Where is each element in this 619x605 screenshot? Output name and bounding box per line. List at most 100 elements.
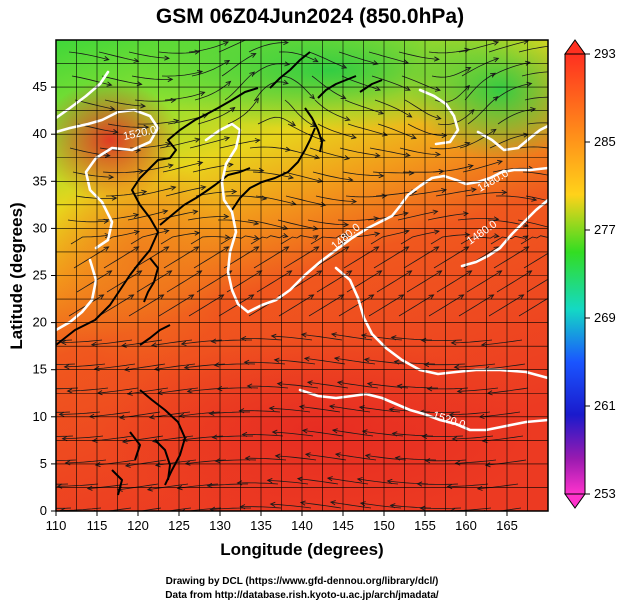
streamline-arrow: [331, 428, 338, 434]
streamline-arrow: [398, 294, 405, 300]
coastline: [269, 51, 311, 89]
streamline: [125, 459, 167, 467]
streamline-arrow: [136, 81, 143, 87]
streamline-arrow: [126, 390, 133, 396]
streamline-arrow: [246, 383, 253, 389]
streamline: [227, 98, 259, 125]
streamline-arrow: [284, 61, 291, 67]
streamline-arrow: [33, 434, 38, 438]
streamline-arrow: [373, 246, 380, 252]
streamline: [308, 51, 347, 69]
streamline-arrow: [273, 357, 280, 363]
height-contour: [460, 198, 548, 268]
streamline: [257, 116, 296, 126]
streamline: [285, 195, 326, 206]
streamline: [460, 235, 499, 245]
streamline: [496, 270, 532, 293]
streamline-arrow: [518, 294, 525, 300]
streamline: [368, 294, 404, 317]
streamline-arrow: [463, 246, 470, 252]
streamline: [317, 123, 356, 139]
streamline: [488, 294, 524, 317]
coastline: [304, 107, 323, 153]
streamline-arrow: [470, 187, 477, 193]
streamline: [457, 218, 499, 221]
streamline-arrow: [403, 246, 410, 252]
streamline: [305, 453, 347, 461]
streamline: [345, 195, 387, 198]
streamline-arrow: [103, 246, 110, 252]
streamline-arrow: [453, 364, 460, 370]
streamline: [497, 108, 536, 125]
streamline: [518, 45, 548, 53]
streamline-arrow: [150, 342, 157, 348]
streamline-arrow: [344, 116, 351, 122]
streamline-arrow: [490, 128, 497, 134]
streamline: [447, 483, 489, 487]
streamline-arrow: [250, 53, 257, 58]
streamline-arrow: [240, 335, 247, 342]
streamline: [344, 99, 384, 115]
streamline-arrow: [208, 410, 215, 416]
streamline-arrow: [526, 81, 533, 87]
streamline: [67, 219, 109, 223]
streamline: [67, 387, 109, 392]
streamline-arrow: [497, 159, 503, 165]
x-tick-label: 115: [87, 518, 108, 533]
coastline: [111, 469, 123, 496]
streamline-arrow: [176, 485, 183, 491]
streamline: [521, 71, 548, 77]
streamline-arrow: [231, 188, 238, 195]
streamline-arrow: [363, 357, 370, 363]
streamline-arrow: [368, 294, 375, 300]
colorbar-tick-label: 277: [594, 222, 616, 237]
streamline-arrow: [558, 175, 563, 179]
streamline: [89, 411, 131, 418]
streamline-arrow: [448, 412, 455, 418]
streamline-arrow: [106, 81, 113, 87]
streamline-arrow: [333, 356, 340, 362]
streamline-arrow: [310, 122, 316, 128]
streamline: [428, 294, 464, 317]
streamline: [314, 99, 350, 121]
streamline-arrow: [372, 60, 379, 66]
streamline: [492, 167, 534, 173]
streamline: [221, 53, 256, 77]
streamline: [433, 246, 469, 269]
streamline-arrow: [153, 366, 160, 372]
height-contour: [56, 108, 160, 250]
plot-area: [33, 40, 563, 511]
streamline-arrow: [66, 388, 73, 394]
height-contour: [418, 88, 460, 146]
streamline-arrow: [389, 503, 396, 509]
streamline-arrow: [423, 361, 430, 368]
streamline-arrow: [523, 246, 530, 252]
streamline: [256, 270, 292, 293]
streamline-arrow: [388, 407, 395, 413]
streamline: [197, 107, 235, 125]
streamline: [454, 363, 496, 368]
streamline: [239, 410, 281, 413]
streamline: [400, 230, 439, 245]
streamline: [62, 435, 104, 440]
streamline-arrow: [296, 476, 303, 482]
streamline-arrow: [244, 455, 251, 461]
streamline: [310, 235, 349, 245]
streamline: [105, 191, 147, 197]
streamline-arrow: [378, 109, 385, 115]
streamline: [465, 192, 507, 197]
streamline: [166, 270, 202, 293]
streamline-arrow: [434, 86, 441, 92]
streamline: [449, 411, 491, 416]
height-contour: [476, 124, 548, 152]
y-tick-label: 0: [40, 503, 47, 518]
streamline-arrow: [223, 41, 230, 47]
streamline-arrow: [288, 174, 295, 180]
coastline: [317, 75, 357, 99]
coastlines: [56, 51, 383, 496]
streamline-arrow: [376, 270, 383, 276]
streamline: [107, 123, 149, 128]
streamline-arrow: [419, 505, 426, 511]
streamline-arrow: [326, 476, 333, 482]
